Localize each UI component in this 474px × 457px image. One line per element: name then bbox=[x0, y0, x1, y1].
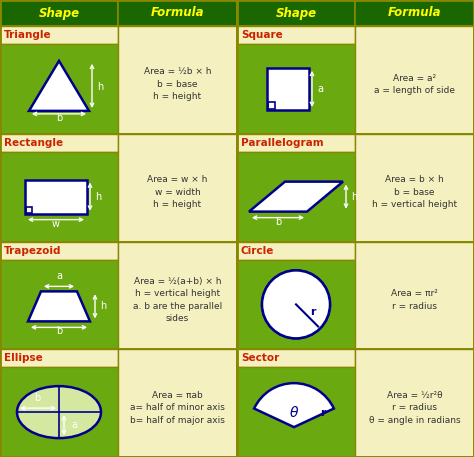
Bar bbox=[237, 44, 355, 134]
Bar bbox=[0, 26, 118, 44]
Text: Triangle: Triangle bbox=[4, 30, 52, 40]
Bar bbox=[0, 349, 118, 367]
Text: r: r bbox=[320, 408, 326, 418]
Bar bbox=[0, 367, 118, 457]
Text: a: a bbox=[71, 420, 77, 430]
Bar bbox=[355, 134, 474, 241]
Bar bbox=[237, 367, 355, 457]
Bar bbox=[268, 102, 275, 109]
Bar bbox=[237, 26, 474, 134]
Bar bbox=[237, 241, 474, 349]
Bar bbox=[237, 26, 355, 44]
Bar bbox=[25, 180, 87, 213]
Text: r: r bbox=[310, 307, 315, 317]
Text: Area = πr²
r = radius: Area = πr² r = radius bbox=[391, 289, 438, 311]
Text: θ: θ bbox=[290, 406, 298, 420]
Bar bbox=[237, 0, 355, 26]
Text: h: h bbox=[95, 191, 101, 202]
Text: Formula: Formula bbox=[388, 6, 441, 20]
Bar bbox=[237, 134, 474, 241]
Bar bbox=[118, 349, 237, 457]
Bar bbox=[237, 241, 355, 260]
Wedge shape bbox=[254, 383, 334, 427]
Text: b: b bbox=[56, 113, 62, 123]
Bar bbox=[0, 134, 118, 152]
Text: b: b bbox=[56, 326, 62, 336]
Text: Area = ½(a+b) × h
h = vertical height
a. b are the parallel
sides: Area = ½(a+b) × h h = vertical height a.… bbox=[133, 276, 222, 323]
Polygon shape bbox=[28, 292, 90, 321]
Text: h: h bbox=[351, 191, 357, 202]
Bar bbox=[0, 0, 118, 26]
Text: Formula: Formula bbox=[151, 6, 204, 20]
Bar bbox=[355, 26, 474, 134]
Bar bbox=[355, 0, 474, 26]
Text: Area = ½b × h
b = base
h = height: Area = ½b × h b = base h = height bbox=[144, 67, 211, 101]
Text: Rectangle: Rectangle bbox=[4, 138, 63, 148]
Bar bbox=[0, 241, 118, 260]
Bar bbox=[118, 134, 237, 241]
Bar bbox=[237, 134, 355, 152]
Bar bbox=[118, 26, 237, 134]
Text: w: w bbox=[52, 218, 60, 228]
Bar bbox=[267, 68, 309, 110]
Text: b: b bbox=[275, 217, 281, 227]
Bar bbox=[237, 260, 355, 349]
Text: Area = w × h
w = width
h = height: Area = w × h w = width h = height bbox=[147, 175, 208, 209]
Bar bbox=[355, 349, 474, 457]
Circle shape bbox=[262, 271, 330, 338]
Ellipse shape bbox=[17, 386, 101, 438]
Text: Circle: Circle bbox=[241, 245, 274, 255]
Text: a: a bbox=[56, 271, 62, 282]
Text: Area = πab
a= half of minor axis
b= half of major axis: Area = πab a= half of minor axis b= half… bbox=[130, 391, 225, 425]
Text: Area = ½r²θ
r = radius
θ = angle in radians: Area = ½r²θ r = radius θ = angle in radi… bbox=[369, 391, 460, 425]
Bar bbox=[0, 349, 237, 457]
Bar bbox=[118, 0, 237, 26]
Text: Shape: Shape bbox=[38, 6, 80, 20]
Bar bbox=[237, 152, 355, 241]
Bar bbox=[118, 241, 237, 349]
Bar bbox=[0, 152, 118, 241]
Bar bbox=[0, 44, 118, 134]
Text: Ellipse: Ellipse bbox=[4, 353, 43, 363]
Polygon shape bbox=[29, 61, 89, 111]
Text: Area = a²
a = length of side: Area = a² a = length of side bbox=[374, 74, 455, 95]
Text: Sector: Sector bbox=[241, 353, 279, 363]
Bar bbox=[0, 26, 237, 134]
Bar bbox=[0, 134, 237, 241]
Polygon shape bbox=[249, 181, 343, 212]
Circle shape bbox=[262, 271, 330, 338]
Bar bbox=[0, 260, 118, 349]
Text: Area = b × h
b = base
h = vertical height: Area = b × h b = base h = vertical heigh… bbox=[372, 175, 457, 209]
Bar bbox=[26, 207, 32, 213]
Bar bbox=[355, 241, 474, 349]
Text: Shape: Shape bbox=[275, 6, 317, 20]
Text: a: a bbox=[317, 84, 323, 94]
Text: h: h bbox=[97, 82, 103, 92]
Text: Parallelogram: Parallelogram bbox=[241, 138, 324, 148]
Text: h: h bbox=[100, 301, 106, 311]
Text: Trapezoid: Trapezoid bbox=[4, 245, 62, 255]
Bar bbox=[237, 349, 355, 367]
Text: Square: Square bbox=[241, 30, 283, 40]
Bar bbox=[237, 349, 474, 457]
Text: b: b bbox=[34, 393, 40, 403]
Bar bbox=[0, 241, 237, 349]
